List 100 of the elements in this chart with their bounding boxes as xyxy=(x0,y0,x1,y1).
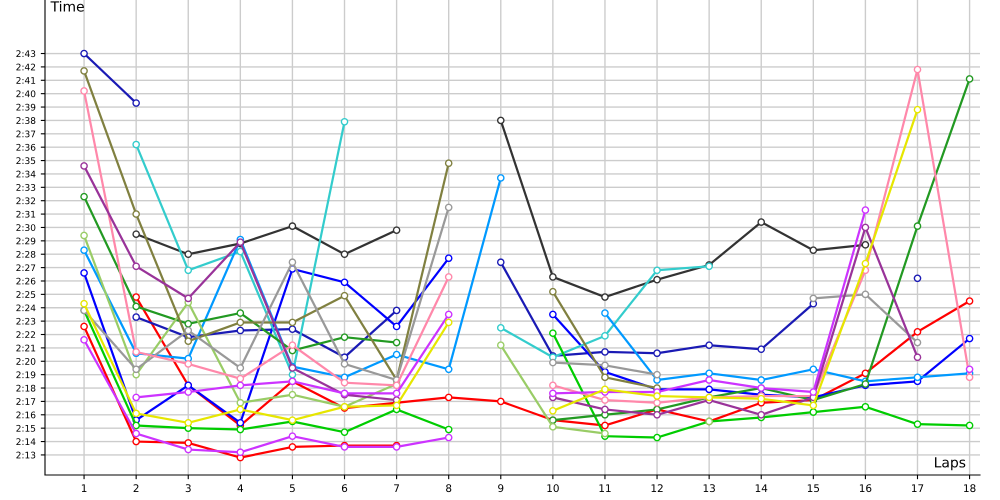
point xyxy=(132,140,140,148)
point xyxy=(444,204,453,212)
point xyxy=(757,345,766,354)
point xyxy=(914,274,922,282)
point xyxy=(601,422,609,430)
point xyxy=(601,361,609,370)
point xyxy=(601,396,609,404)
point xyxy=(236,448,244,456)
y-tick-label: 2:17 xyxy=(16,398,36,405)
point xyxy=(288,390,296,399)
y-tick-label: 2:16 xyxy=(16,412,36,418)
point xyxy=(80,67,88,75)
point xyxy=(444,159,453,168)
point xyxy=(236,374,244,382)
point xyxy=(496,174,505,182)
y-tick-label: 2:38 xyxy=(16,117,36,124)
point xyxy=(80,269,88,277)
point xyxy=(653,434,661,442)
point xyxy=(288,370,296,378)
y-tick-label: 2:28 xyxy=(16,250,36,258)
point xyxy=(914,222,922,230)
point xyxy=(496,258,505,266)
point xyxy=(184,388,192,396)
point xyxy=(392,322,400,330)
point xyxy=(80,162,88,170)
point xyxy=(184,250,192,258)
y-tick-label: 2:21 xyxy=(16,344,36,352)
x-tick-label: 12 xyxy=(652,484,663,492)
x-tick-label: 15 xyxy=(808,484,820,492)
point xyxy=(184,360,192,368)
point xyxy=(288,325,296,333)
point xyxy=(80,192,88,201)
point xyxy=(184,439,192,447)
point xyxy=(549,382,557,390)
point xyxy=(444,318,453,326)
point xyxy=(132,210,140,218)
point xyxy=(340,250,348,258)
point xyxy=(444,254,453,262)
x-tick-label: 5 xyxy=(290,484,295,492)
point xyxy=(705,376,713,384)
point xyxy=(862,402,870,411)
point xyxy=(340,360,348,368)
point xyxy=(862,260,870,268)
point xyxy=(392,306,400,314)
y-tick-label: 2:31 xyxy=(16,210,36,218)
point xyxy=(966,75,974,83)
point xyxy=(184,266,192,274)
point xyxy=(132,302,140,310)
point xyxy=(132,262,140,270)
point xyxy=(184,294,192,302)
point xyxy=(132,313,140,321)
point xyxy=(549,358,557,366)
x-tick-label: 4 xyxy=(238,484,244,492)
y-tick-label: 2:24 xyxy=(16,304,36,312)
point xyxy=(549,329,557,337)
point xyxy=(288,341,296,350)
point xyxy=(132,410,140,418)
point xyxy=(444,310,453,318)
point xyxy=(496,116,505,124)
point xyxy=(601,374,609,382)
y-tick-label: 2:35 xyxy=(16,157,36,164)
y-tick-label: 2:34 xyxy=(16,170,36,178)
point xyxy=(653,349,661,358)
y-tick-label: 2:36 xyxy=(16,144,36,151)
point xyxy=(549,288,557,296)
y-tick-label: 2:33 xyxy=(16,184,36,191)
point xyxy=(392,390,400,398)
point xyxy=(601,348,609,356)
point xyxy=(757,376,766,384)
point xyxy=(914,328,922,336)
point xyxy=(914,338,922,346)
point xyxy=(966,297,974,305)
point xyxy=(132,99,140,107)
x-tick-label: 8 xyxy=(446,484,452,492)
y-tick-label: 2:29 xyxy=(16,238,36,244)
x-tick-label: 13 xyxy=(704,484,715,492)
y-tick-label: 2:37 xyxy=(16,130,36,138)
point xyxy=(184,418,192,427)
y-tick-label: 2:26 xyxy=(16,278,36,285)
y-axis-title: Time xyxy=(50,0,84,12)
point xyxy=(966,334,974,342)
point xyxy=(132,422,140,430)
point xyxy=(653,276,661,284)
point xyxy=(444,273,453,281)
point xyxy=(653,398,661,407)
y-tick-label: 2:41 xyxy=(16,77,36,84)
point xyxy=(809,246,818,254)
point xyxy=(132,438,140,446)
point xyxy=(236,418,244,427)
point xyxy=(340,278,348,286)
y-tick-label: 2:15 xyxy=(16,424,36,432)
point xyxy=(132,430,140,438)
point xyxy=(496,341,505,350)
point xyxy=(966,374,974,382)
point xyxy=(601,332,609,340)
y-tick-label: 2:42 xyxy=(16,64,36,70)
point xyxy=(601,309,609,317)
point xyxy=(184,326,192,334)
point xyxy=(80,322,88,330)
point xyxy=(496,324,505,332)
